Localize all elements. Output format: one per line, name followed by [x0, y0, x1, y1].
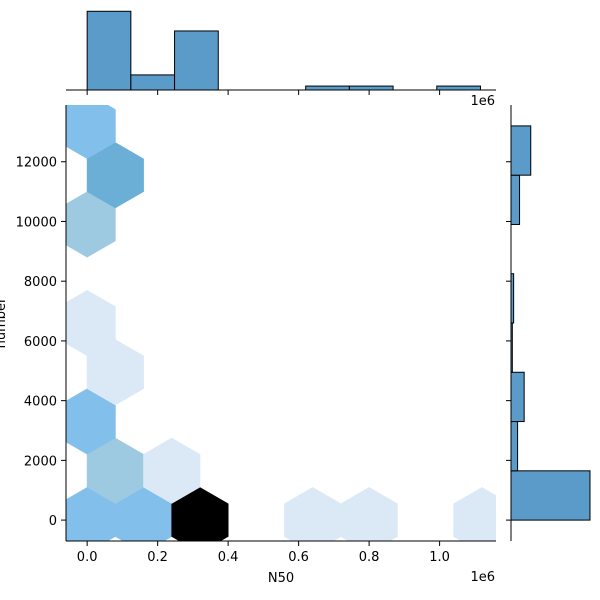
right-marginal-histogram [506, 105, 591, 541]
hexbin-cell [284, 487, 342, 541]
x-tick-label: 0.6 [288, 550, 309, 565]
y-tick-label: 8000 [24, 275, 57, 290]
x-tick-label: 0.4 [218, 550, 239, 565]
x-tick-label: 0.2 [147, 550, 168, 565]
top-hist-bar [436, 85, 481, 91]
y-tick-label: 10000 [16, 215, 57, 230]
hexbin-cell [86, 142, 144, 209]
right-hist-bar [510, 421, 519, 472]
hexbin-cell [66, 487, 116, 541]
top-marginal-histogram [66, 10, 496, 95]
hexbin-cell [143, 437, 201, 504]
hexbin-cell [66, 388, 116, 455]
right-hist-bar [510, 371, 525, 423]
hexbin-cell [453, 487, 496, 541]
hexbin-cell [115, 487, 173, 541]
y-tick-label: 0 [49, 514, 57, 529]
top-hist-bar [130, 74, 176, 91]
x-axis-label: N50 [268, 571, 294, 586]
top-hist-bar [86, 10, 132, 91]
hexbin-cell [66, 290, 116, 356]
right-hist-bar [510, 174, 521, 225]
right-hist-bar [510, 470, 591, 521]
x-tick-label: 0.8 [359, 550, 380, 565]
hexbin-layer [66, 105, 496, 541]
y-tick-label: 12000 [16, 156, 57, 171]
x-tick-label: 0.0 [77, 550, 98, 565]
x-tick-label: 1.0 [429, 550, 450, 565]
top-hist-bar [305, 85, 350, 91]
x-offset-label-top: 1e6 [470, 94, 495, 109]
y-tick-label: 4000 [24, 395, 57, 410]
hexbin-cell [86, 437, 144, 504]
y-tick-label: 6000 [24, 335, 57, 350]
hexbin-cell [66, 191, 116, 258]
hexbin-cell [66, 105, 116, 159]
x-offset-label-bottom: 1e6 [470, 570, 495, 585]
y-axis-label: number [0, 297, 9, 348]
top-hist-bar [348, 85, 394, 91]
hexbin-cell [171, 487, 229, 541]
top-hist-bar [174, 30, 219, 91]
hexbin-cell [340, 487, 398, 541]
right-hist-bar [510, 125, 532, 176]
y-tick-label: 2000 [24, 454, 57, 469]
main-axes: 0.0 0.2 0.4 0.6 0.8 1.0 0 2000 4000 6000 8000 10000… [16, 105, 496, 565]
hexbin-cell [86, 339, 144, 406]
